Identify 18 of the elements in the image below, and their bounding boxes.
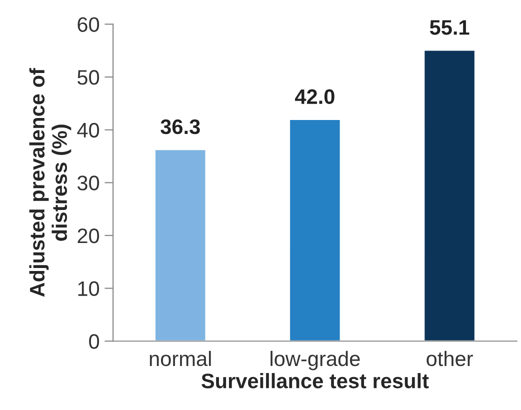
bar <box>288 118 342 342</box>
y-tick-label: 40 <box>77 122 100 138</box>
x-tick-label: normal <box>150 350 211 366</box>
bar <box>154 148 207 342</box>
y-tick-label: 30 <box>77 176 100 190</box>
data-label: 42.0 <box>294 89 334 104</box>
x-tick-label: other <box>426 350 473 366</box>
bar <box>423 49 476 342</box>
x-axis-title: Surveillance test result <box>201 373 429 388</box>
y-tick-label: 50 <box>78 70 100 85</box>
data-label: 55.1 <box>430 20 470 35</box>
data-label: 36.3 <box>160 119 200 134</box>
x-tick-label: low-grade <box>270 350 360 370</box>
y-tick-label: 10 <box>78 281 100 296</box>
y-tick-label: 0 <box>89 334 100 349</box>
y-axis-title: Adjusted prevalence of distress (%) <box>29 68 72 297</box>
y-tick-label: 60 <box>78 17 100 32</box>
y-tick-label: 20 <box>78 228 100 244</box>
